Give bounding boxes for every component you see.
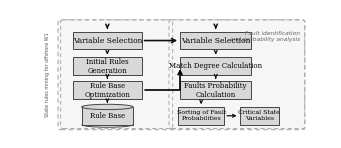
- Text: Fault identification
and probability analysis: Fault identification and probability ana…: [230, 31, 300, 42]
- Text: Sorting of Fault
Probabilities: Sorting of Fault Probabilities: [177, 110, 226, 121]
- FancyBboxPatch shape: [73, 32, 142, 49]
- FancyBboxPatch shape: [58, 20, 305, 130]
- Text: Critical State
Variables: Critical State Variables: [238, 110, 280, 121]
- Text: State rules mining for offshore W1: State rules mining for offshore W1: [45, 32, 50, 117]
- FancyBboxPatch shape: [73, 57, 142, 75]
- FancyBboxPatch shape: [239, 107, 279, 125]
- FancyBboxPatch shape: [180, 57, 251, 75]
- Ellipse shape: [81, 104, 133, 110]
- Text: Rule Base: Rule Base: [90, 112, 125, 120]
- Text: Variable Selection: Variable Selection: [181, 37, 251, 45]
- FancyBboxPatch shape: [73, 81, 142, 99]
- Text: Rule Base
Optimization: Rule Base Optimization: [85, 82, 130, 99]
- FancyBboxPatch shape: [178, 107, 224, 125]
- Text: Initial Rules
Generation: Initial Rules Generation: [86, 58, 129, 75]
- FancyBboxPatch shape: [180, 81, 251, 99]
- Text: Match Degree Calculation: Match Degree Calculation: [169, 62, 262, 70]
- FancyBboxPatch shape: [180, 32, 251, 49]
- Text: Faults Probability
Calculation: Faults Probability Calculation: [184, 82, 247, 99]
- Text: Variable Selection: Variable Selection: [73, 37, 142, 45]
- FancyBboxPatch shape: [81, 107, 133, 125]
